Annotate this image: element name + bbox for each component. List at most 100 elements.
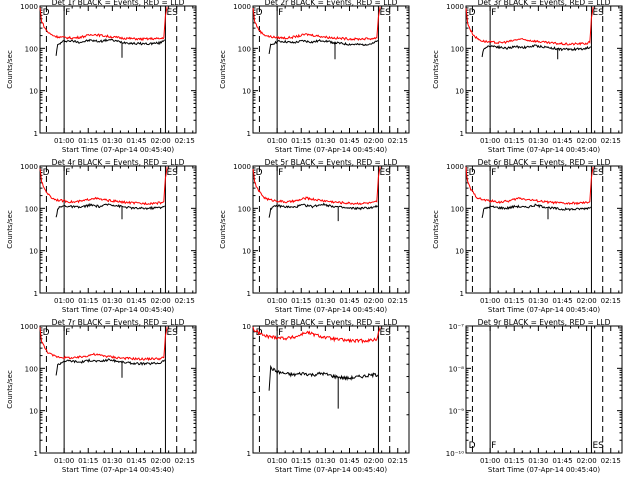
- y-tick-label: 1000: [446, 3, 464, 11]
- x-tick-label: 01:15: [504, 457, 524, 465]
- marker-label-es: ES: [592, 8, 604, 18]
- x-tick-label: 02:15: [601, 137, 621, 145]
- panel-det-6r: Det 6r BLACK = Events, RED = LLD 1 10 100 10…: [432, 158, 623, 314]
- marker-label-es: ES: [379, 168, 391, 178]
- marker-label-es: ES: [166, 328, 178, 338]
- y-tick-label: 10⁻⁸: [449, 365, 465, 373]
- y-tick-label: 1000: [20, 163, 38, 171]
- marker-label-d: D: [43, 8, 50, 18]
- marker-label-f: F: [491, 8, 496, 18]
- series-events-line: [55, 202, 165, 220]
- series-lld-line: [39, 6, 168, 42]
- x-tick-label: 02:15: [388, 297, 408, 305]
- series-events-line: [268, 364, 379, 409]
- x-tick-label: 02:00: [151, 297, 171, 305]
- y-tick-label: 10: [455, 248, 464, 256]
- y-tick-label: 100: [238, 205, 251, 213]
- y-tick-label: 1: [460, 290, 464, 298]
- marker-label-f: F: [491, 441, 496, 451]
- x-tick-label: 01:45: [552, 297, 572, 305]
- x-axis-label: Start Time (07-Apr-14 00:45:40): [62, 146, 174, 154]
- x-tick-label: 01:45: [339, 297, 359, 305]
- x-tick-label: 02:15: [175, 297, 195, 305]
- x-tick-label: 01:15: [504, 137, 524, 145]
- series-lld-line: [39, 326, 168, 362]
- y-tick-label: 10: [29, 408, 38, 416]
- plot-frame: [252, 5, 410, 134]
- marker-label-d: D: [469, 441, 476, 451]
- panel-title: Det 3r BLACK = Events, RED = LLD: [478, 0, 611, 7]
- y-tick-label: 100: [451, 205, 464, 213]
- y-tick-label: 100: [25, 365, 38, 373]
- x-tick-label: 01:15: [78, 457, 98, 465]
- panel-det-8r: Det 8r BLACK = Events, RED = LLD 1 10 01:00…: [242, 318, 410, 474]
- x-tick-label: 02:00: [151, 457, 171, 465]
- x-tick-label: 01:15: [291, 137, 311, 145]
- panel-title: Det 1r BLACK = Events, RED = LLD: [52, 0, 185, 7]
- y-axis-label: Counts/sec: [432, 50, 440, 89]
- x-tick-label: 01:15: [78, 297, 98, 305]
- x-tick-label: 02:00: [364, 297, 384, 305]
- plot-frame: [39, 165, 197, 294]
- x-tick-label: 01:00: [480, 457, 500, 465]
- x-tick-label: 01:45: [126, 137, 146, 145]
- x-tick-label: 01:30: [102, 297, 122, 305]
- panel-det-9r: Det 9r BLACK = Events, RED = LLD 10⁻⁷ 10⁻⁸…: [446, 318, 623, 474]
- x-tick-label: 01:15: [78, 137, 98, 145]
- x-axis-label: Start Time (07-Apr-14 00:45:40): [275, 306, 387, 314]
- x-tick-label: 01:30: [315, 297, 335, 305]
- series-events-line: [481, 44, 591, 60]
- y-tick-label: 100: [25, 45, 38, 53]
- x-tick-label: 01:00: [267, 457, 287, 465]
- x-tick-label: 01:30: [528, 137, 548, 145]
- series-events-line: [55, 358, 166, 378]
- y-tick-label: 10: [29, 248, 38, 256]
- marker-label-d: D: [469, 168, 476, 178]
- x-tick-label: 01:30: [315, 457, 335, 465]
- y-tick-label: 10⁻⁹: [449, 408, 465, 416]
- marker-label-es: ES: [379, 8, 391, 18]
- y-tick-label: 1000: [20, 323, 38, 331]
- marker-label-f: F: [278, 328, 283, 338]
- marker-label-f: F: [278, 8, 283, 18]
- y-tick-label: 1000: [233, 163, 251, 171]
- plot-frame: [465, 5, 623, 134]
- x-tick-label: 01:30: [528, 297, 548, 305]
- panel-title: Det 9r BLACK = Events, RED = LLD: [478, 318, 611, 327]
- x-axis-label: Start Time (07-Apr-14 00:45:40): [488, 466, 600, 474]
- y-tick-label: 10⁻⁷: [449, 323, 465, 331]
- x-tick-label: 02:00: [364, 457, 384, 465]
- panel-title: Det 5r BLACK = Events, RED = LLD: [265, 158, 398, 167]
- x-axis-label: Start Time (07-Apr-14 00:45:40): [62, 306, 174, 314]
- y-tick-label: 1: [247, 130, 251, 138]
- marker-label-f: F: [491, 168, 496, 178]
- marker-label-d: D: [256, 168, 263, 178]
- x-tick-label: 01:45: [339, 457, 359, 465]
- series-events-line: [268, 38, 379, 60]
- plot-frame: [465, 165, 623, 294]
- y-axis-label: Counts/sec: [432, 210, 440, 249]
- plot-frame: [252, 325, 410, 454]
- x-tick-label: 01:00: [480, 137, 500, 145]
- panel-title: Det 7r BLACK = Events, RED = LLD: [52, 318, 185, 327]
- x-tick-label: 02:15: [601, 457, 621, 465]
- marker-label-es: ES: [379, 328, 391, 338]
- series-lld-line: [465, 166, 594, 206]
- y-tick-label: 100: [451, 45, 464, 53]
- x-tick-label: 01:00: [54, 137, 74, 145]
- x-axis-label: Start Time (07-Apr-14 00:45:40): [62, 466, 174, 474]
- y-axis-label: Counts/sec: [219, 210, 227, 249]
- x-tick-label: 01:45: [552, 457, 572, 465]
- series-lld-line: [252, 166, 381, 206]
- x-axis-label: Start Time (07-Apr-14 00:45:40): [488, 146, 600, 154]
- x-tick-label: 02:15: [175, 457, 195, 465]
- panel-det-4r: Det 4r BLACK = Events, RED = LLD 1 10 100 10…: [6, 158, 197, 314]
- y-axis-label: Counts/sec: [219, 50, 227, 89]
- y-tick-label: 1000: [20, 3, 38, 11]
- marker-label-f: F: [65, 168, 70, 178]
- y-tick-label: 1: [34, 130, 38, 138]
- y-tick-label: 1: [34, 290, 38, 298]
- y-tick-label: 1: [247, 290, 251, 298]
- x-tick-label: 01:45: [552, 137, 572, 145]
